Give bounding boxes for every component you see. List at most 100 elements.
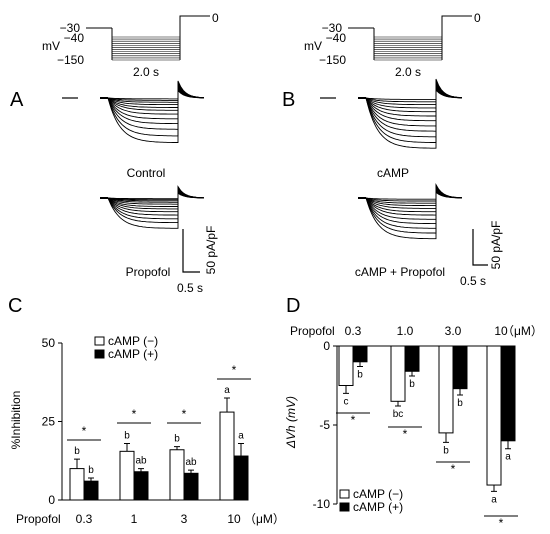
bar	[452, 345, 468, 390]
significance-star: *	[182, 407, 187, 421]
significance-letter: b	[457, 398, 463, 409]
y-tick-label: 0	[48, 493, 55, 507]
bar	[233, 455, 249, 501]
error-bar	[224, 397, 230, 413]
significance-star: *	[451, 462, 456, 476]
significance-letter: ab	[135, 456, 147, 467]
error-bar	[188, 469, 194, 474]
current-trace	[365, 80, 463, 138]
bar	[183, 472, 199, 501]
significance-star: *	[351, 413, 356, 427]
legend-swatch	[339, 489, 350, 499]
significance-letter: b	[409, 379, 415, 390]
current-trace	[107, 82, 205, 130]
y-tick-label: 25	[42, 415, 56, 429]
protocol-unit-label: mV	[42, 39, 60, 53]
bar	[133, 471, 149, 501]
current-trace	[365, 78, 463, 149]
bar	[486, 345, 502, 486]
legend-swatch	[339, 502, 350, 512]
error-bar	[74, 458, 80, 469]
protocol-outline	[111, 15, 210, 60]
significance-letter: ab	[185, 457, 197, 468]
unit-label: （μM）	[502, 324, 543, 338]
significance-letter: a	[491, 494, 497, 505]
error-bar	[409, 371, 415, 377]
significance-letter: b	[74, 446, 80, 457]
trace-label-camp: cAMP	[377, 166, 409, 180]
panel-label-b: B	[282, 89, 295, 111]
legend-label: cAMP (+)	[108, 347, 158, 361]
y-tick-label: 0	[323, 339, 330, 353]
significance-letter: a	[238, 430, 244, 441]
voltage-protocol-a: −30 −40 mV −150 0 2.0 s	[42, 11, 219, 79]
panel-label-c: C	[8, 295, 22, 317]
category-label: 3.0	[445, 324, 462, 338]
protocol-unit-label: mV	[304, 39, 322, 53]
category-label: 0.3	[76, 512, 93, 526]
significance-star: *	[403, 427, 408, 441]
legend-swatch	[94, 336, 105, 346]
bar	[119, 450, 135, 501]
category-label: 3	[181, 512, 188, 526]
error-bar	[238, 442, 244, 457]
error-bar	[357, 361, 363, 368]
protocol-duration-label: 2.0 s	[133, 65, 159, 79]
bar	[500, 345, 516, 442]
legend-label: cAMP (−)	[353, 487, 403, 501]
scale-y-label: 50 pA/pF	[204, 226, 218, 275]
significance-letter: b	[443, 445, 449, 456]
category-label: 0.3	[345, 324, 362, 338]
significance-star: *	[499, 516, 504, 530]
x-axis-title: Propofol	[16, 512, 61, 526]
category-label: 1.0	[397, 324, 414, 338]
protocol-duration-label: 2.0 s	[395, 65, 421, 79]
bar	[352, 345, 368, 363]
bar	[219, 411, 235, 501]
panel-label-a: A	[10, 89, 24, 111]
protocol-hold-label: −30	[60, 21, 81, 35]
current-trace	[107, 83, 205, 125]
scale-x-label: 0.5 s	[177, 281, 203, 295]
significance-star: *	[132, 407, 137, 421]
significance-letter: b	[88, 465, 94, 476]
protocol-outline	[373, 15, 472, 60]
current-traces-camp-propofol	[358, 183, 463, 240]
current-traces-camp	[320, 78, 463, 149]
protocol-hold-label: −30	[322, 21, 343, 35]
trace-label-control: Control	[127, 166, 166, 180]
current-trace	[365, 87, 462, 103]
bar	[438, 345, 454, 434]
legend-label: cAMP (+)	[353, 500, 403, 514]
trace-label-propofol: Propofol	[126, 265, 171, 279]
protocol-bottom-label: −150	[57, 53, 84, 67]
current-trace	[107, 80, 205, 143]
significance-letter: b	[124, 430, 130, 441]
error-bar	[443, 432, 449, 443]
y-tick-label: 50	[42, 336, 56, 350]
category-label: 10	[227, 512, 241, 526]
bar	[83, 480, 99, 501]
y-tick-label: -5	[319, 418, 330, 432]
bar	[390, 345, 406, 402]
current-trace	[107, 186, 205, 220]
error-bar	[124, 442, 130, 452]
error-bar	[343, 385, 349, 394]
scale-bar-b: 50 pA/pF 0.5 s	[460, 221, 503, 288]
significance-letter: bc	[393, 409, 404, 420]
category-label: 1	[131, 512, 138, 526]
protocol-step-label: 0	[474, 11, 481, 25]
panel-label-d: D	[286, 295, 300, 317]
error-bar	[505, 440, 511, 450]
error-bar	[395, 401, 401, 407]
bar	[169, 449, 185, 501]
significance-star: *	[232, 363, 237, 377]
current-trace	[365, 184, 463, 229]
bar-chart-inhibition: 02550%Inhibitionbb*0.3bab*1bab*3aa*10Pro…	[9, 334, 285, 526]
protocol-top-label: −40	[326, 31, 347, 45]
unit-label: （μM）	[244, 512, 285, 526]
significance-letter: c	[344, 396, 349, 407]
protocol-bottom-label: −150	[319, 53, 346, 67]
legend-swatch	[94, 349, 105, 359]
